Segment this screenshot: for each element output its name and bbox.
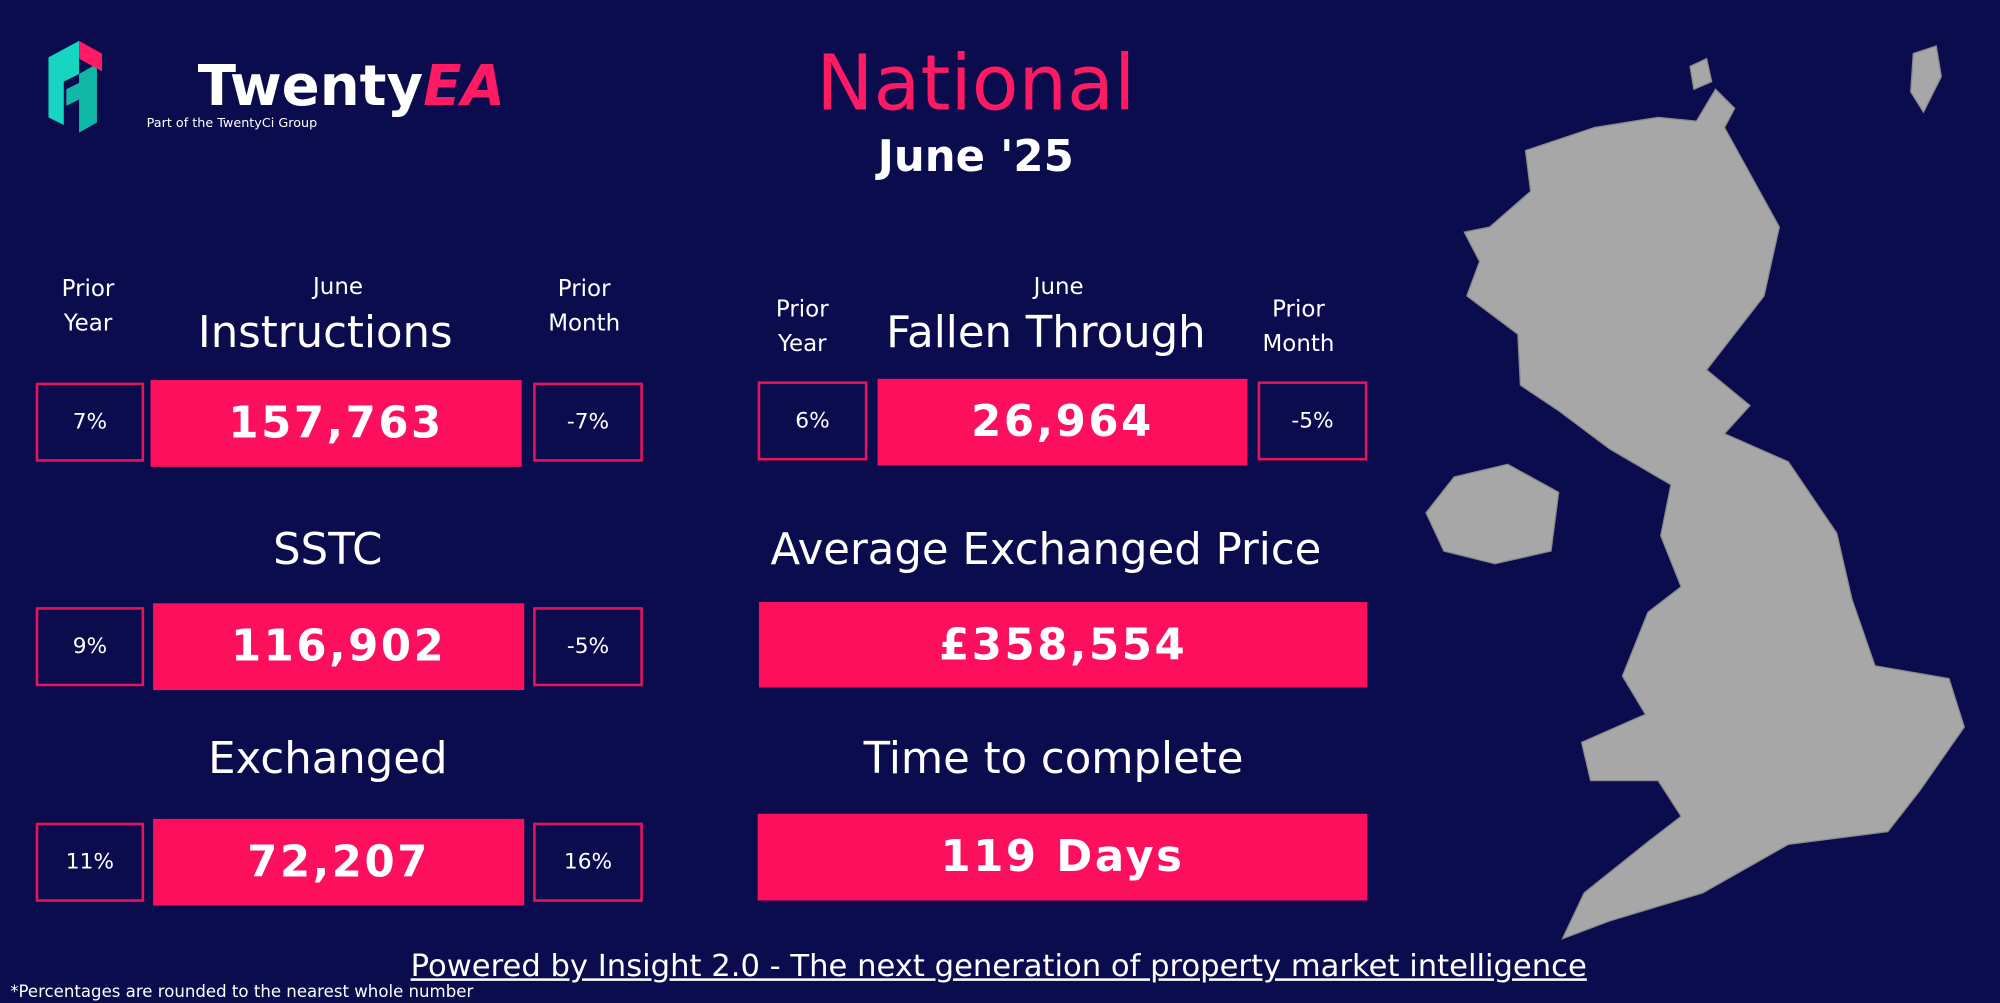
- metric-label: SSTC: [273, 524, 383, 576]
- metric-value: 157,763: [150, 380, 522, 467]
- logo-accent: EA: [423, 54, 505, 120]
- prior-month-change: 16%: [533, 822, 643, 902]
- metric-label: Exchanged: [208, 733, 448, 785]
- prior-month-change: -5%: [1257, 381, 1368, 461]
- metric-label: Fallen Through: [886, 307, 1206, 359]
- metric-value: 26,964: [877, 378, 1248, 466]
- logo-text: TwentyEA: [198, 54, 505, 119]
- footer-link[interactable]: Powered by Insight 2.0 - The next genera…: [410, 947, 1587, 984]
- metric-label: Time to complete: [863, 733, 1244, 785]
- uk-map: [1425, 45, 1965, 940]
- prior-year-change: 11%: [35, 822, 145, 902]
- prior-year-label: Prior Year: [61, 275, 115, 337]
- prior-year-change: 9%: [35, 607, 145, 687]
- prior-year-change: 7%: [35, 382, 145, 462]
- metric-value: 72,207: [153, 818, 525, 906]
- prior-month-change: -5%: [533, 607, 643, 687]
- prior-year-label: Prior Year: [775, 295, 829, 358]
- prior-month-label: Prior Month: [1262, 295, 1335, 358]
- metric-value: 116,902: [153, 603, 525, 691]
- tagline: Part of the TwentyCi Group: [146, 116, 318, 131]
- subtitle: June '25: [877, 131, 1074, 183]
- period-label: June: [1033, 273, 1084, 301]
- title: National: [816, 39, 1136, 129]
- prior-month-label: Prior Month: [548, 275, 621, 337]
- footnote: *Percentages are rounded to the nearest …: [10, 982, 474, 1002]
- logo-icon: [48, 40, 103, 133]
- metric-value: £358,554: [758, 602, 1368, 688]
- logo-word: Twenty: [197, 54, 424, 120]
- prior-month-change: -7%: [533, 382, 643, 462]
- period-label: June: [313, 273, 364, 301]
- metric-label: Average Exchanged Price: [770, 524, 1322, 576]
- prior-year-change: 6%: [757, 381, 868, 461]
- metric-value: 119 Days: [757, 813, 1368, 901]
- metric-label: Instructions: [197, 307, 453, 359]
